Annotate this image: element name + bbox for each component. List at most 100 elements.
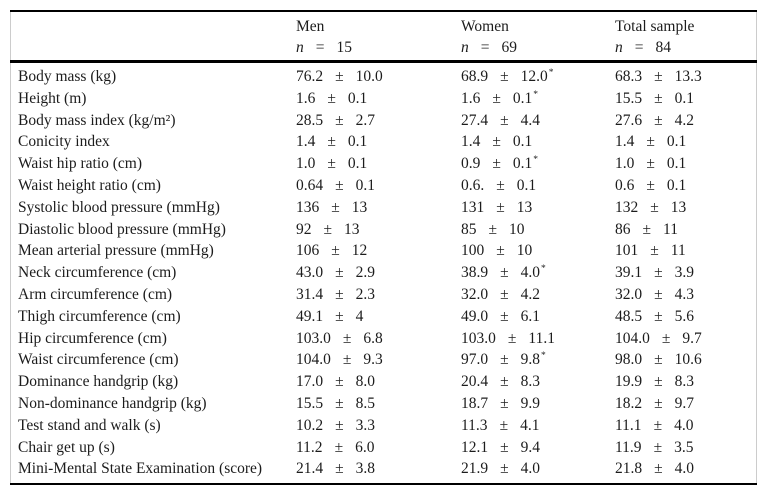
sd-value: 0.1 — [347, 89, 368, 107]
sd-value: 0.1 — [347, 155, 368, 173]
mean-value: 12.1 — [461, 438, 489, 456]
plus-minus-sign: ± — [342, 329, 352, 347]
mean-value: 76.2 — [296, 68, 324, 85]
cell-men: 1.6 ±0.1 — [296, 88, 461, 110]
mean-value: 1.0 — [296, 155, 316, 173]
plus-minus-sign: ± — [650, 198, 659, 216]
row-label: Body mass (kg) — [11, 66, 296, 88]
group-label-men: Men — [296, 18, 325, 35]
equals-sign: = — [315, 39, 325, 56]
mean-value: 0.6. — [461, 176, 485, 194]
cell-men: 1.0 ±0.1 — [296, 153, 461, 175]
variable-name: Arm circumference (cm) — [18, 285, 173, 303]
cell-men: 0.64 ±0.1 — [296, 175, 461, 197]
sd-value: 4.3 — [674, 285, 695, 303]
variable-name: Diastolic blood pressure (mmHg) — [18, 220, 226, 238]
significance-asterisk: * — [541, 264, 546, 275]
variable-name: Non-dominance handgrip (kg) — [18, 394, 207, 412]
sd-value: 8.0 — [355, 373, 376, 391]
mean-value: 0.9 — [461, 155, 481, 173]
sd-value: 4.2 — [520, 285, 541, 303]
sd-value: 9.7 — [674, 394, 695, 412]
header-separator-rule — [10, 60, 757, 63]
plus-minus-sign: ± — [654, 89, 663, 107]
table-row: Mean arterial pressure (mmHg) 106 ±12 100… — [11, 240, 756, 262]
row-label: Test stand and walk (s) — [11, 415, 296, 437]
mean-value: 103.0 — [461, 329, 496, 347]
n-symbol: n — [615, 39, 623, 56]
mean-value: 11.3 — [461, 416, 488, 434]
cell-women: 0.9 ±0.1* — [461, 153, 615, 178]
sd-value: 4.1 — [520, 416, 540, 434]
table-row: Waist height ratio (cm) 0.64 ±0.1 0.6. ±0.… — [11, 175, 756, 197]
row-label: Thigh circumference (cm) — [11, 306, 296, 328]
variable-name: Waist circumference (cm) — [18, 351, 179, 369]
row-label: Waist height ratio (cm) — [11, 175, 296, 197]
table-row: Body mass (kg) 76.2 ±10.0 68.9 ±12.0* 68.3… — [11, 66, 756, 88]
group-label-women: Women — [461, 18, 509, 35]
cell-total: 0.6 ±0.1 — [615, 175, 756, 197]
row-label: Body mass index (kg/m²) — [11, 110, 296, 132]
mean-value: 43.0 — [296, 264, 324, 282]
significance-asterisk: * — [533, 89, 539, 100]
plus-minus-sign: ± — [327, 89, 336, 107]
group-n-women: n = 69 — [461, 37, 615, 58]
table-row: Chair get up (s) 11.2 ±6.0 12.1 ±9.4 11.9 ±… — [11, 437, 756, 459]
plus-minus-sign: ± — [654, 264, 663, 282]
equals-sign: = — [634, 39, 644, 56]
mean-value: 49.0 — [461, 307, 489, 325]
cell-total: 19.9 ±8.3 — [615, 371, 756, 393]
cell-men: 136 ±13 — [296, 197, 461, 219]
table-bottom-rule — [10, 483, 757, 486]
plus-minus-sign: ± — [496, 176, 505, 194]
mean-value: 27.4 — [461, 111, 489, 129]
plus-minus-sign: ± — [492, 89, 501, 107]
cell-total: 86 ±11 — [615, 219, 756, 241]
cell-women: 85 ±10 — [461, 219, 615, 241]
stats-table: Men n = 15 Women n = 69 Total sample n = 84 Bo… — [10, 10, 757, 486]
row-label: Waist circumference (cm) — [11, 349, 296, 371]
plus-minus-sign: ± — [335, 307, 344, 325]
table-row: Hip circumference (cm) 103.0 ±6.8 103.0 ±1… — [11, 328, 756, 350]
plus-minus-sign: ± — [335, 285, 344, 303]
plus-minus-sign: ± — [661, 329, 671, 347]
cell-total: 27.6 ±4.2 — [615, 110, 756, 132]
sd-value: 9.8 — [520, 351, 541, 369]
mean-value: 11.2 — [296, 438, 323, 456]
plus-minus-sign: ± — [496, 198, 505, 216]
table-row: Dominance handgrip (kg) 17.0 ±8.0 20.4 ±8.… — [11, 371, 756, 393]
plus-minus-sign: ± — [500, 111, 509, 129]
cell-total: 18.2 ±9.7 — [615, 393, 756, 415]
mean-value: 106 — [296, 242, 320, 260]
mean-value: 86 — [615, 220, 631, 238]
mean-value: 97.0 — [461, 351, 489, 369]
table-top-rule — [10, 10, 757, 12]
table-body: Body mass (kg) 76.2 ±10.0 68.9 ±12.0* 68.3… — [11, 63, 756, 483]
cell-men: 31.4 ±2.3 — [296, 284, 461, 306]
cell-women: 131 ±13 — [461, 197, 615, 219]
significance-asterisk: * — [541, 351, 546, 362]
variable-name: Chair get up (s) — [18, 438, 115, 456]
row-label: Hip circumference (cm) — [11, 328, 296, 350]
header-group-total: Total sample n = 84 — [615, 16, 756, 58]
plus-minus-sign: ± — [654, 460, 663, 478]
plus-minus-sign: ± — [323, 220, 333, 238]
sd-value: 0.1 — [666, 133, 687, 151]
plus-minus-sign: ± — [654, 111, 663, 129]
row-label: Non-dominance handgrip (kg) — [11, 393, 296, 415]
row-label: Chair get up (s) — [11, 437, 296, 459]
mean-value: 28.5 — [296, 111, 324, 129]
sd-value: 3.3 — [355, 416, 376, 434]
mean-value: 0.6 — [615, 176, 635, 194]
variable-name: Dominance handgrip (kg) — [18, 373, 179, 391]
sd-value: 0.1 — [347, 133, 368, 151]
table-row: Systolic blood pressure (mmHg) 136 ±13 13… — [11, 197, 756, 219]
sd-value: 5.6 — [674, 307, 695, 325]
mean-value: 32.0 — [461, 285, 489, 303]
sd-value: 4.2 — [674, 111, 695, 129]
mean-value: 17.0 — [296, 373, 324, 391]
sd-value: 13 — [344, 220, 360, 238]
mean-value: 103.0 — [296, 329, 331, 347]
plus-minus-sign: ± — [335, 176, 344, 194]
plus-minus-sign: ± — [335, 68, 344, 85]
